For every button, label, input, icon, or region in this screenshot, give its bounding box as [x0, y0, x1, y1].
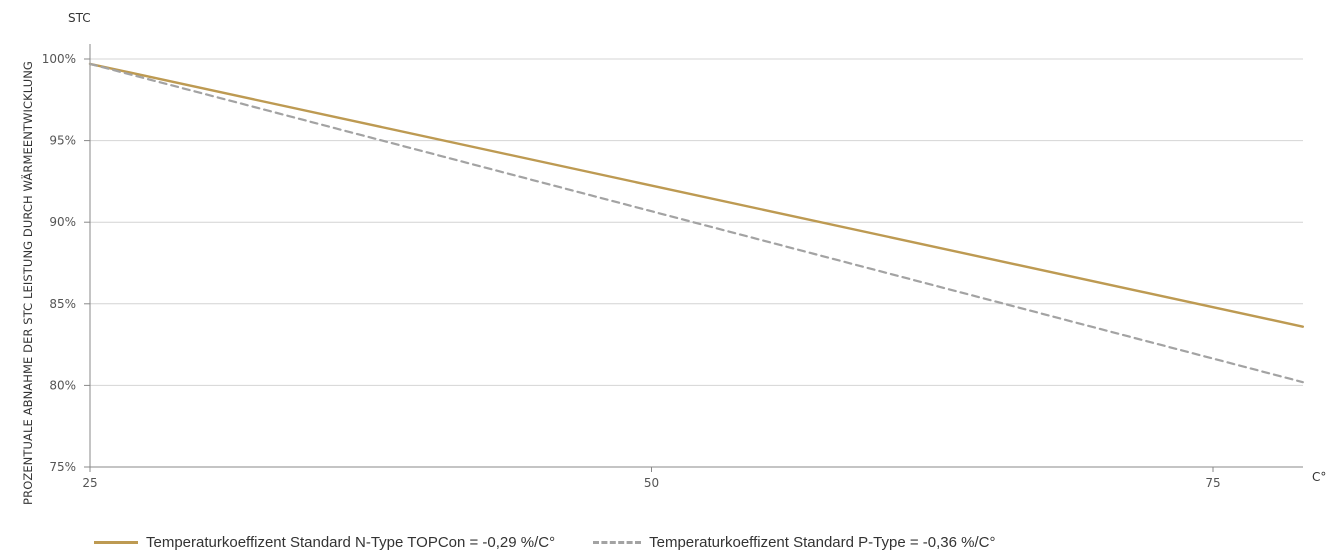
axis-layer: [89, 44, 1303, 468]
x-tick-label-25: 25: [82, 476, 97, 490]
legend-item-ptype: Temperaturkoeffizent Standard P-Type = -…: [593, 534, 995, 551]
y-tick-label-85: 85%: [49, 297, 76, 311]
tick-layer: 75% 80% 85% 90% 95% 100% 25 50 75: [42, 52, 1221, 490]
legend-label-ptype: Temperaturkoeffizent Standard P-Type = -…: [649, 533, 996, 551]
series-line-ntype: [88, 62, 1305, 328]
legend: Temperaturkoeffizent Standard N-Type TOP…: [94, 532, 995, 552]
y-tick-label-90: 90%: [49, 215, 76, 229]
y-unit-label: STC: [68, 11, 91, 25]
series-line-ptype: [88, 62, 1304, 384]
series-layer: [88, 62, 1305, 384]
legend-item-ntype: Temperaturkoeffizent Standard N-Type TOP…: [94, 534, 555, 551]
legend-label-ntype: Temperaturkoeffizent Standard N-Type TOP…: [146, 533, 556, 551]
x-unit-label: C°: [1312, 470, 1327, 484]
y-tick-label-100: 100%: [42, 52, 76, 66]
y-tick-label-75: 75%: [49, 460, 76, 474]
legend-swatch-dashed: [593, 540, 642, 544]
x-tick-label-50: 50: [644, 476, 659, 490]
y-tick-label-80: 80%: [49, 378, 76, 392]
x-tick-label-75: 75: [1205, 476, 1220, 490]
y-tick-label-95: 95%: [49, 134, 76, 148]
legend-swatch-solid: [94, 540, 138, 544]
y-axis-title: PROZENTUALE ABNAHME DER STC LEISTUNG DUR…: [21, 61, 35, 505]
